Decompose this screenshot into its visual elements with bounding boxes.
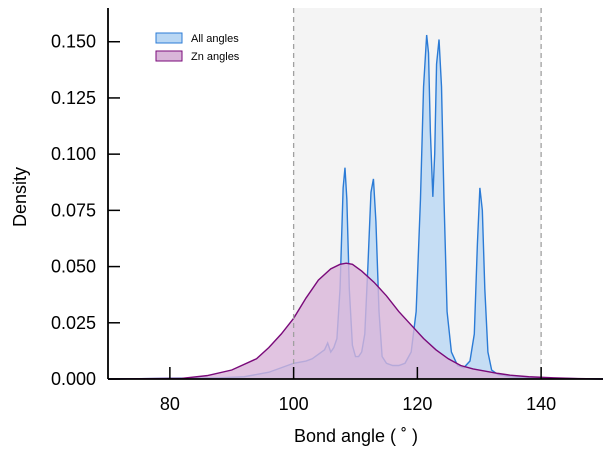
x-axis-title: Bond angle ( ˚ ) (294, 426, 418, 446)
series-area-all-angles (108, 34, 603, 379)
legend-swatch-all-angles (155, 32, 183, 44)
y-tick-label: 0.125 (51, 88, 96, 108)
x-tick-label: 80 (160, 394, 180, 414)
series-layer (107, 34, 604, 380)
y-tick-label: 0.000 (51, 369, 96, 389)
y-tick-label: 0.100 (51, 144, 96, 164)
y-tick-label: 0.025 (51, 313, 96, 333)
legend-label-all-angles: All angles (191, 33, 239, 45)
y-tick-label: 0.075 (51, 200, 96, 220)
legend-swatch-zn-angles (155, 50, 183, 62)
x-tick-label: 100 (279, 394, 309, 414)
series-line-zn-angles (107, 262, 604, 380)
x-tick-label: 140 (526, 394, 556, 414)
x-tick-label: 120 (402, 394, 432, 414)
y-tick-label: 0.150 (51, 32, 96, 52)
y-tick-label: 0.050 (51, 257, 96, 277)
legend: All angles Zn angles (155, 32, 240, 63)
ticks-layer: 80 100 120 140 0.000 0.025 0.050 0.075 0.100 0.12… (51, 32, 556, 414)
y-axis-title: Density (10, 167, 30, 227)
series-area-zn-angles (108, 263, 603, 379)
legend-label-zn-angles: Zn angles (191, 51, 240, 63)
